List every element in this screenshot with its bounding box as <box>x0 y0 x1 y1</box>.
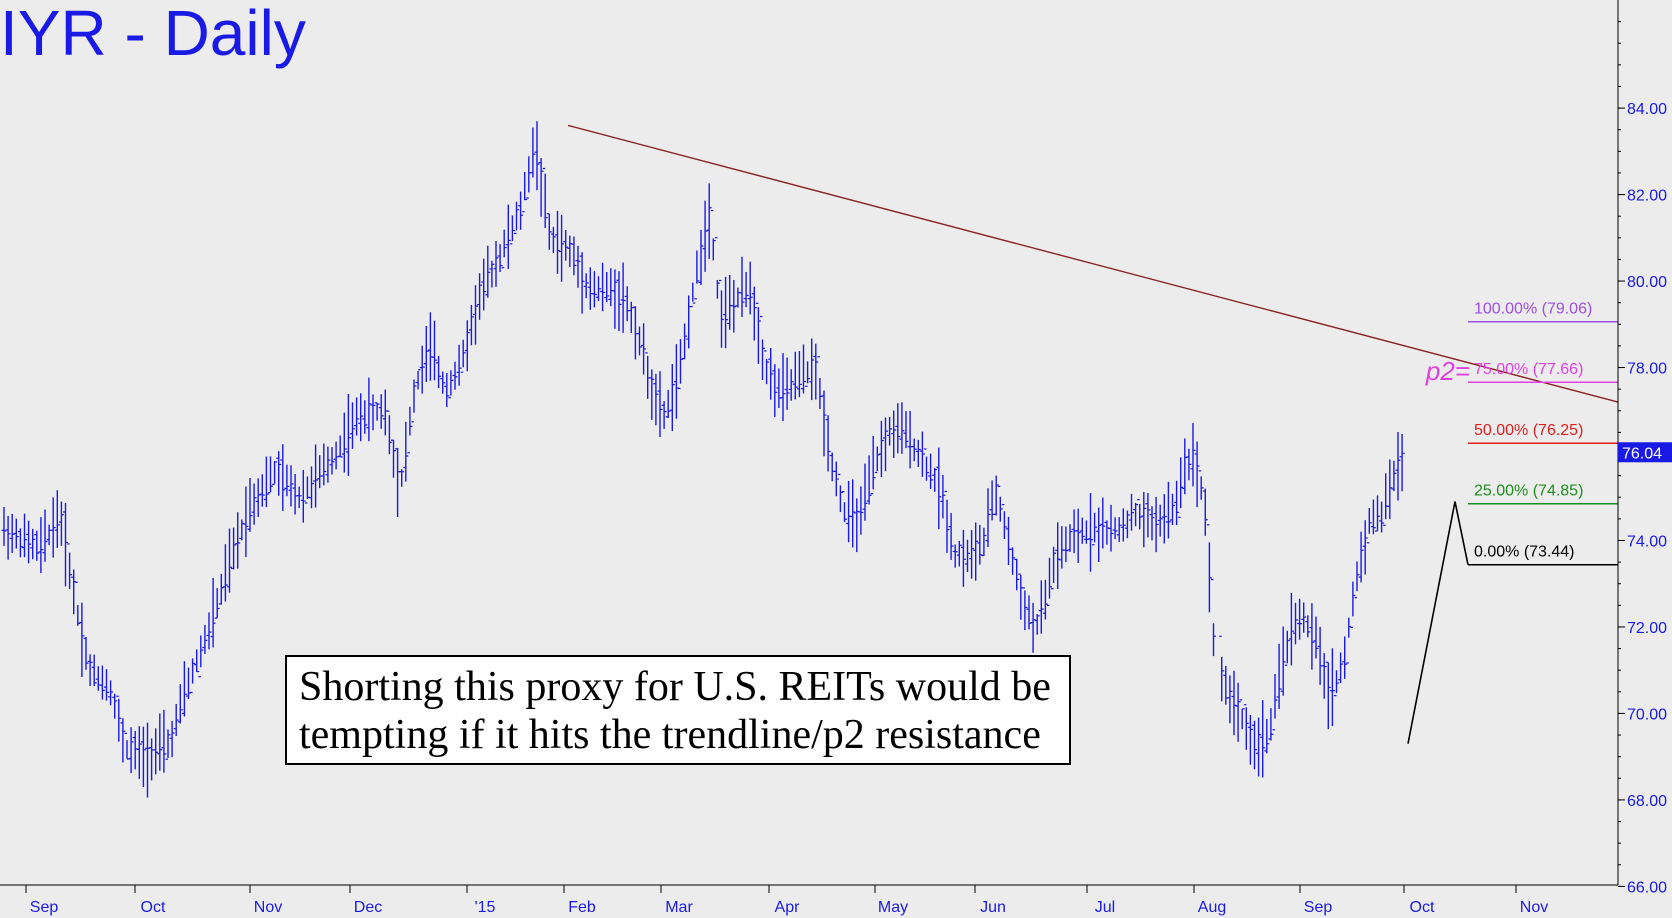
x-tick-label: Oct <box>141 899 166 916</box>
p2-label: p2= <box>1425 356 1470 386</box>
y-tick-label: 66.00 <box>1627 879 1667 896</box>
y-tick-label: 80.00 <box>1627 274 1667 291</box>
y-tick-label: 78.00 <box>1627 361 1667 378</box>
x-tick-label: Jul <box>1095 899 1115 916</box>
x-tick-label: '15 <box>475 899 496 916</box>
annotation-box: Shorting this proxy for U.S. REITs would… <box>285 655 1071 765</box>
last-price-box <box>1618 442 1672 463</box>
y-tick-label: 82.00 <box>1627 188 1667 205</box>
target-label: 100.00% (79.06) <box>1474 301 1592 318</box>
annotation-line-1: Shorting this proxy for U.S. REITs would… <box>299 664 1051 710</box>
x-tick-label: May <box>878 899 908 916</box>
x-tick-label: Apr <box>775 899 801 916</box>
last-price-label: 76.04 <box>1622 445 1662 462</box>
chart-title: IYR - Daily <box>0 0 306 69</box>
x-tick-label: Nov <box>1520 899 1548 916</box>
y-tick-label: 74.00 <box>1627 533 1667 550</box>
y-tick-label: 84.00 <box>1627 101 1667 118</box>
y-tick-label: 70.00 <box>1627 706 1667 723</box>
target-label: 25.00% (74.85) <box>1474 483 1583 500</box>
target-label: 75.00% (77.66) <box>1474 361 1583 378</box>
pivot-line <box>1407 501 1469 744</box>
target-label: 0.00% (73.44) <box>1474 544 1575 561</box>
y-axis: 66.0068.0070.0072.0074.0076.0078.0080.00… <box>1617 0 1672 896</box>
price-bars <box>1 121 1405 798</box>
target-label: 50.00% (76.25) <box>1474 422 1583 439</box>
x-tick-label: Oct <box>1410 899 1435 916</box>
x-tick-label: Jun <box>980 899 1006 916</box>
trendline <box>567 124 1619 403</box>
x-tick-label: Mar <box>665 899 693 916</box>
x-axis: Sep Oct Nov Dec '15 Feb Mar Apr May Jun Jul Aug Sep O… <box>0 884 1618 916</box>
x-tick-label: Nov <box>254 899 282 916</box>
y-tick-label: 72.00 <box>1627 620 1667 637</box>
x-tick-label: Sep <box>30 899 59 916</box>
x-tick-label: Dec <box>354 899 382 916</box>
x-tick-label: Aug <box>1198 899 1226 916</box>
annotation-line-2: tempting if it hits the trendline/p2 res… <box>299 712 1041 758</box>
x-tick-label: Feb <box>568 899 596 916</box>
y-tick-label: 68.00 <box>1627 793 1667 810</box>
x-tick-label: Sep <box>1304 899 1333 916</box>
